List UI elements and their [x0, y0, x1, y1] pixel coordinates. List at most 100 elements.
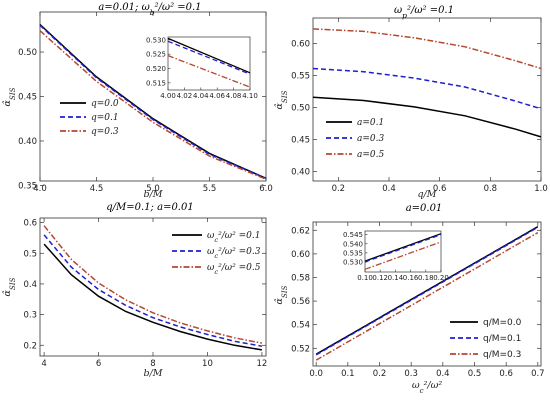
x-tick-label: 1.0 [534, 184, 548, 194]
x-tick-label: 0.6 [433, 184, 447, 194]
inset-y-tick-label: 0.540 [343, 240, 363, 248]
y-axis-label: α̂SIS [2, 87, 17, 106]
legend-label-2: q=0.1 [91, 113, 119, 123]
x-axis-label: b/M [143, 189, 162, 200]
series-line-2 [312, 67, 542, 110]
inset-x-tick-label: 4.02 [177, 92, 193, 100]
legend-label-3: a=0.5 [357, 150, 384, 160]
y-tick-label: 0.56 [291, 297, 310, 307]
inset-y-tick-label: 0.525 [146, 51, 166, 59]
inset-x-tick-label: 0.14 [388, 274, 404, 282]
legend-label-3: q=0.3 [91, 127, 119, 137]
series-line-3 [315, 231, 539, 361]
series-line-3 [39, 30, 267, 180]
inset-plot: 0.10 0.12 0.14 0.16 0.18 0.20 0.5300.5350.5400… [343, 230, 449, 282]
legend: a=0.1 a=0.3 a=0.5 [326, 118, 384, 160]
inset-series-line-3 [364, 241, 442, 270]
inset-y-tick-label: 0.535 [343, 249, 363, 257]
y-tick-label: 0.3 [23, 311, 37, 321]
inset-y-tick-label: 0.515 [146, 79, 166, 87]
inset-y-tick-label: 0.545 [343, 231, 363, 239]
inset-y-tick-label: 0.530 [343, 258, 363, 266]
legend: ωc²/ω² =0.1 ωc²/ω² =0.3 ωc²/ω² =0.5 [172, 231, 261, 276]
y-tick-label: 0.60 [291, 250, 310, 260]
x-tick-label: 0.4 [382, 184, 396, 194]
y-tick-label: 0.5 [23, 249, 37, 259]
x-tick-label: 0.6 [499, 369, 513, 379]
legend-label-2: a=0.3 [357, 134, 384, 144]
x-tick-label: 4.0 [33, 184, 47, 194]
y-tick-label: 0.45 [18, 93, 37, 103]
y-axis-label: α̂SIS [2, 277, 17, 296]
x-tick-label: 6 [96, 359, 101, 369]
inset-series-line-1 [167, 37, 251, 74]
y-tick-label: 0.2 [23, 341, 37, 351]
legend: q/M=0.0 q/M=0.1 q/M=0.3 [450, 318, 522, 360]
series-line-1 [43, 243, 263, 351]
y-tick-label: 0.6 [23, 219, 37, 229]
x-tick-label: 5.5 [203, 184, 217, 194]
inset-x-tick-label: 0.20 [433, 274, 449, 282]
y-tick-label: 0.35 [18, 181, 37, 191]
series-line-3 [43, 225, 263, 344]
series-line-2 [43, 234, 263, 347]
x-tick-label: 0.5 [468, 369, 482, 379]
y-tick-label: 0.45 [291, 135, 310, 145]
y-tick-label: 0.40 [291, 167, 310, 177]
chart-title: ωp²/ω² =0.1 [394, 5, 454, 20]
inset-x-tick-label: 0.10 [357, 274, 373, 282]
x-axis-label: q/M [417, 189, 436, 200]
chart-panel-2: 0.2 0.4 0.6 0.8 1.0 0.40 0.45 0.50 0.55 0.60 ωp²/ω… [274, 5, 548, 200]
y-tick-label: 0.50 [291, 103, 310, 113]
series-line-2 [39, 24, 267, 179]
y-tick-label: 0.55 [291, 72, 310, 82]
x-tick-label: 8 [150, 359, 155, 369]
legend: q=0.0 q=0.1 q=0.3 [60, 99, 119, 137]
inset-series-line-3 [167, 54, 251, 88]
inset-series-line-1 [364, 233, 442, 262]
y-axis-label: α̂SIS [274, 285, 289, 304]
inset-plot: 4.00 4.02 4.04 4.06 4.08 4.10 0.515 0.520 0.525 0… [146, 36, 258, 100]
series-line-2 [315, 226, 539, 356]
x-tick-label: 0.2 [332, 184, 346, 194]
x-axis-label: b/M [143, 368, 162, 379]
plot-frame [39, 217, 267, 357]
x-tick-label: 10 [202, 359, 213, 369]
y-tick-label: 0.52 [291, 344, 310, 354]
y-axis-label: α̂SIS [274, 90, 289, 109]
x-tick-label: 0.4 [436, 369, 450, 379]
inset-series-line-2 [167, 40, 251, 75]
legend-label-3: q/M=0.3 [483, 350, 521, 360]
x-tick-label: 0.0 [309, 369, 323, 379]
x-tick-label: 0.2 [373, 369, 387, 379]
legend-label-1: q=0.0 [91, 99, 119, 109]
series-line-1 [312, 96, 542, 138]
chart-title: a=0.01; ωb²/ω² =0.1 [98, 2, 201, 17]
inset-x-tick-label: 0.16 [403, 274, 419, 282]
inset-x-tick-label: 4.04 [193, 92, 209, 100]
inset-y-tick-label: 0.530 [146, 36, 166, 44]
legend-label-2: q/M=0.1 [483, 334, 521, 344]
y-tick-label: 0.58 [291, 273, 310, 283]
y-tick-label: 0.4 [23, 280, 37, 290]
chart-title: a=0.01 [406, 203, 443, 214]
legend-label-1: q/M=0.0 [483, 318, 522, 328]
x-tick-label: 5.0 [146, 184, 160, 194]
x-tick-label: 0.3 [404, 369, 418, 379]
y-tick-label: 0.50 [18, 48, 37, 58]
chart-panel-4: 0.0 0.1 0.2 0.3 0.4 0.5 0.6 0.7 0.52 0.54 0.56 0.58… [274, 203, 545, 395]
inset-y-tick-label: 0.520 [146, 65, 166, 73]
y-tick-label: 0.54 [291, 321, 310, 331]
chart-panel-3: 4 6 8 10 12 0.2 0.3 0.4 0.5 0.6 q/M=0.1; a=0.01 b/M… [2, 202, 267, 379]
y-tick-label: 0.40 [18, 137, 37, 147]
series-line-3 [312, 28, 542, 70]
chart-title: q/M=0.1; a=0.01 [106, 202, 193, 213]
legend-label-2: ωc²/ω² =0.3 [207, 247, 261, 260]
x-axis-label: ωc²/ω² [412, 380, 442, 395]
x-tick-label: 0.7 [531, 369, 545, 379]
legend-label-1: a=0.1 [357, 118, 384, 128]
legend-label-3: ωc²/ω² =0.5 [207, 263, 261, 276]
x-tick-label: 0.8 [484, 184, 498, 194]
x-tick-label: 4.5 [90, 184, 104, 194]
